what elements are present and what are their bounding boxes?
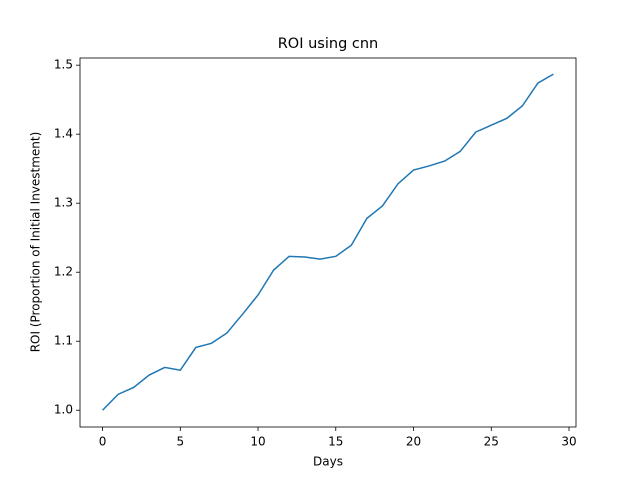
y-tick-label: 1.3 — [54, 196, 73, 210]
x-tick-label: 20 — [406, 435, 421, 449]
x-tick-label: 30 — [561, 435, 576, 449]
x-tick-label: 25 — [484, 435, 499, 449]
x-tick-label: 15 — [328, 435, 343, 449]
y-axis-label: ROI (Proportion of Initial Investment) — [29, 132, 43, 353]
chart-title: ROI using cnn — [278, 36, 379, 52]
x-axis-label: Days — [313, 455, 343, 469]
y-tick-label: 1.4 — [54, 127, 73, 141]
axes-frame — [79, 57, 577, 428]
y-tick-label: 1.1 — [54, 334, 73, 348]
y-tick-label: 1.5 — [54, 58, 73, 72]
x-tick-label: 10 — [250, 435, 265, 449]
y-tick-label: 1.2 — [54, 265, 73, 279]
data-line — [102, 73, 554, 411]
y-tick-label: 1.0 — [54, 403, 73, 417]
x-tick-label: 5 — [176, 435, 184, 449]
x-tick-label: 0 — [99, 435, 107, 449]
